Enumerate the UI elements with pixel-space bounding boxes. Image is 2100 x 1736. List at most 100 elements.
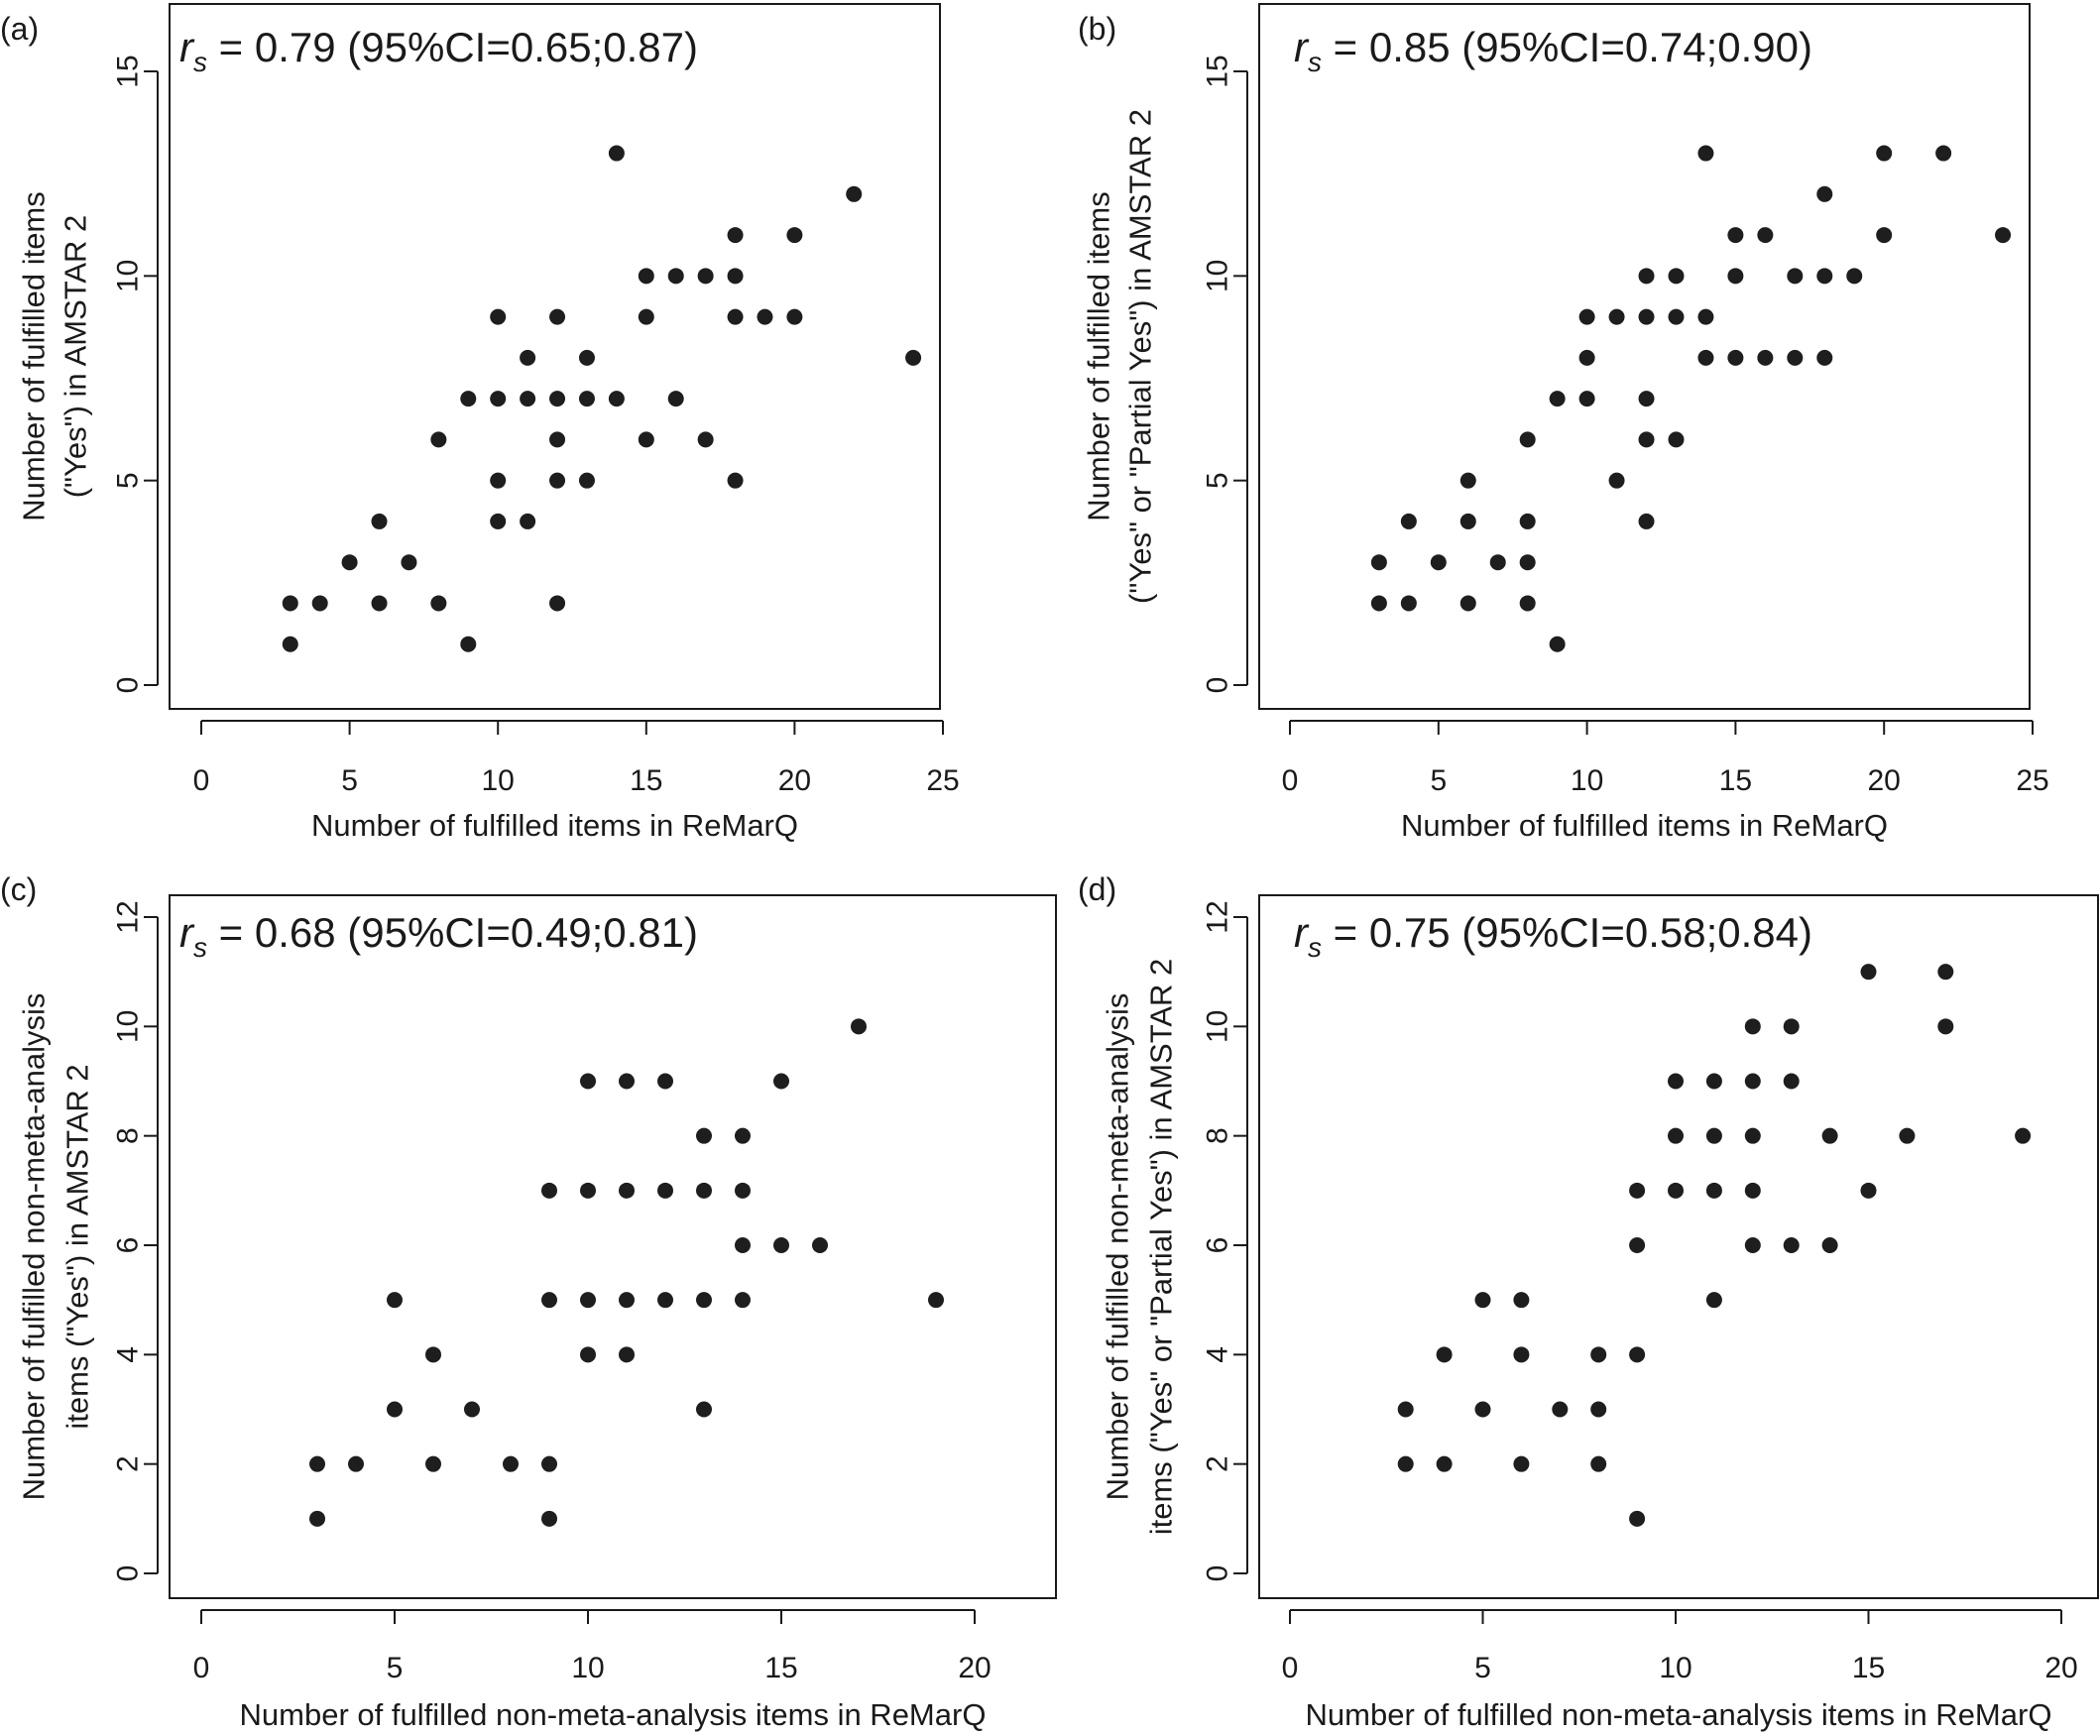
data-point xyxy=(1757,227,1774,244)
rs-value: = 0.68 (95%CI=0.49;0.81) xyxy=(207,909,698,956)
data-point xyxy=(1629,1346,1646,1363)
data-point xyxy=(578,349,595,366)
data-point xyxy=(638,431,654,448)
data-point xyxy=(282,636,298,652)
data-point xyxy=(1430,554,1447,571)
data-point xyxy=(520,513,536,529)
y-tick-label: 12 xyxy=(1202,900,1234,933)
data-point xyxy=(1459,472,1476,489)
data-point xyxy=(696,1127,712,1144)
y-tick-label: 2 xyxy=(1202,1455,1234,1472)
panel-tag: (d) xyxy=(1078,871,1116,907)
data-point xyxy=(520,391,536,407)
data-point xyxy=(1549,636,1566,652)
y-tick-label: 0 xyxy=(1202,677,1234,694)
y-axis-title-line: Number of fulfilled items xyxy=(17,191,52,521)
data-point xyxy=(490,308,507,325)
data-point xyxy=(1668,431,1685,448)
data-point xyxy=(1578,349,1595,366)
data-point xyxy=(541,1292,557,1309)
correlation-annotation: rs = 0.85 (95%CI=0.74;0.90) xyxy=(1294,24,1812,77)
data-point xyxy=(1876,227,1893,244)
plot-frame xyxy=(1258,894,2099,1599)
data-point xyxy=(282,595,298,612)
data-point xyxy=(1436,1346,1453,1363)
data-point xyxy=(619,1073,635,1090)
data-point xyxy=(1400,595,1417,612)
data-point xyxy=(1727,227,1744,244)
x-tick-label: 15 xyxy=(764,1652,797,1684)
data-point xyxy=(1783,1018,1800,1035)
y-axis-title-line: items ("Yes" or "Partial Yes") in AMSTAR… xyxy=(1144,959,1179,1536)
x-tick-label: 20 xyxy=(2044,1652,2077,1684)
data-point xyxy=(735,1292,751,1309)
rs-value: = 0.79 (95%CI=0.65;0.87) xyxy=(207,24,698,70)
data-point xyxy=(696,1401,712,1418)
data-point xyxy=(638,308,654,325)
plot-frame xyxy=(169,894,1057,1599)
data-point xyxy=(1513,1346,1530,1363)
data-point xyxy=(786,227,803,244)
panel-b: 0 5 10 15 20 25 0 5 10 15 Number of fulfilled item… xyxy=(1078,3,2049,843)
data-point xyxy=(549,308,566,325)
x-tick-label: 20 xyxy=(1868,764,1901,797)
data-point xyxy=(1783,1237,1800,1253)
x-tick-label: 0 xyxy=(1282,1652,1299,1684)
y-axis-title-line: Number of fulfilled non-meta-analysis xyxy=(1101,993,1135,1501)
data-point xyxy=(1995,227,2012,244)
data-point xyxy=(1876,145,1893,162)
y-tick-label: 5 xyxy=(112,472,145,489)
x-tick-label: 0 xyxy=(193,764,210,797)
data-point xyxy=(580,1346,596,1363)
data-point xyxy=(460,391,477,407)
panel-a: 0 5 10 15 20 25 0 5 10 15 Number of fulfilled item… xyxy=(0,3,960,843)
data-point xyxy=(667,391,684,407)
data-point xyxy=(1697,308,1714,325)
data-point xyxy=(1489,554,1506,571)
data-point xyxy=(727,227,744,244)
data-point xyxy=(1578,308,1595,325)
data-point xyxy=(1787,349,1804,366)
x-tick-label: 5 xyxy=(1430,764,1447,797)
panel-c: 0 5 10 15 20 0 2 4 6 8 10 12 Number of fulfilled non… xyxy=(0,871,1057,1732)
plot-frame xyxy=(1258,3,2031,710)
data-point xyxy=(846,185,863,202)
data-point xyxy=(1638,513,1655,529)
data-point xyxy=(1370,595,1387,612)
data-point xyxy=(309,1455,325,1472)
x-tick-label: 25 xyxy=(2016,764,2048,797)
data-point xyxy=(1744,1018,1761,1035)
data-point xyxy=(1816,349,1833,366)
data-point xyxy=(1638,391,1655,407)
data-point xyxy=(1629,1182,1646,1199)
data-point xyxy=(1629,1510,1646,1527)
data-point xyxy=(520,349,536,366)
data-point xyxy=(464,1401,480,1418)
x-axis-title: Number of fulfilled items in ReMarQ xyxy=(1401,808,1888,843)
data-point xyxy=(1727,349,1744,366)
y-tick-label: 15 xyxy=(1202,55,1234,87)
data-point xyxy=(541,1510,557,1527)
data-point xyxy=(311,595,328,612)
data-point xyxy=(1937,1018,1954,1035)
y-tick-label: 10 xyxy=(1202,1010,1234,1043)
data-point xyxy=(1668,308,1685,325)
data-point xyxy=(657,1073,673,1090)
data-point xyxy=(1474,1292,1491,1309)
data-point xyxy=(1744,1073,1761,1090)
data-point xyxy=(697,268,714,285)
y-axis-title-line: items ("Yes") in AMSTAR 2 xyxy=(60,1064,95,1429)
data-point xyxy=(727,268,744,285)
data-point xyxy=(657,1182,673,1199)
panel-d: 0 5 10 15 20 0 2 4 6 8 10 12 Number of fulfilled non… xyxy=(1078,871,2099,1732)
data-point xyxy=(851,1018,867,1035)
data-point xyxy=(1629,1237,1646,1253)
data-point xyxy=(1519,513,1536,529)
data-point xyxy=(580,1182,596,1199)
y-tick-label: 8 xyxy=(112,1127,145,1144)
rs-value: = 0.75 (95%CI=0.58;0.84) xyxy=(1322,909,1812,956)
data-point xyxy=(697,431,714,448)
data-point xyxy=(1860,964,1877,981)
data-point xyxy=(341,554,358,571)
